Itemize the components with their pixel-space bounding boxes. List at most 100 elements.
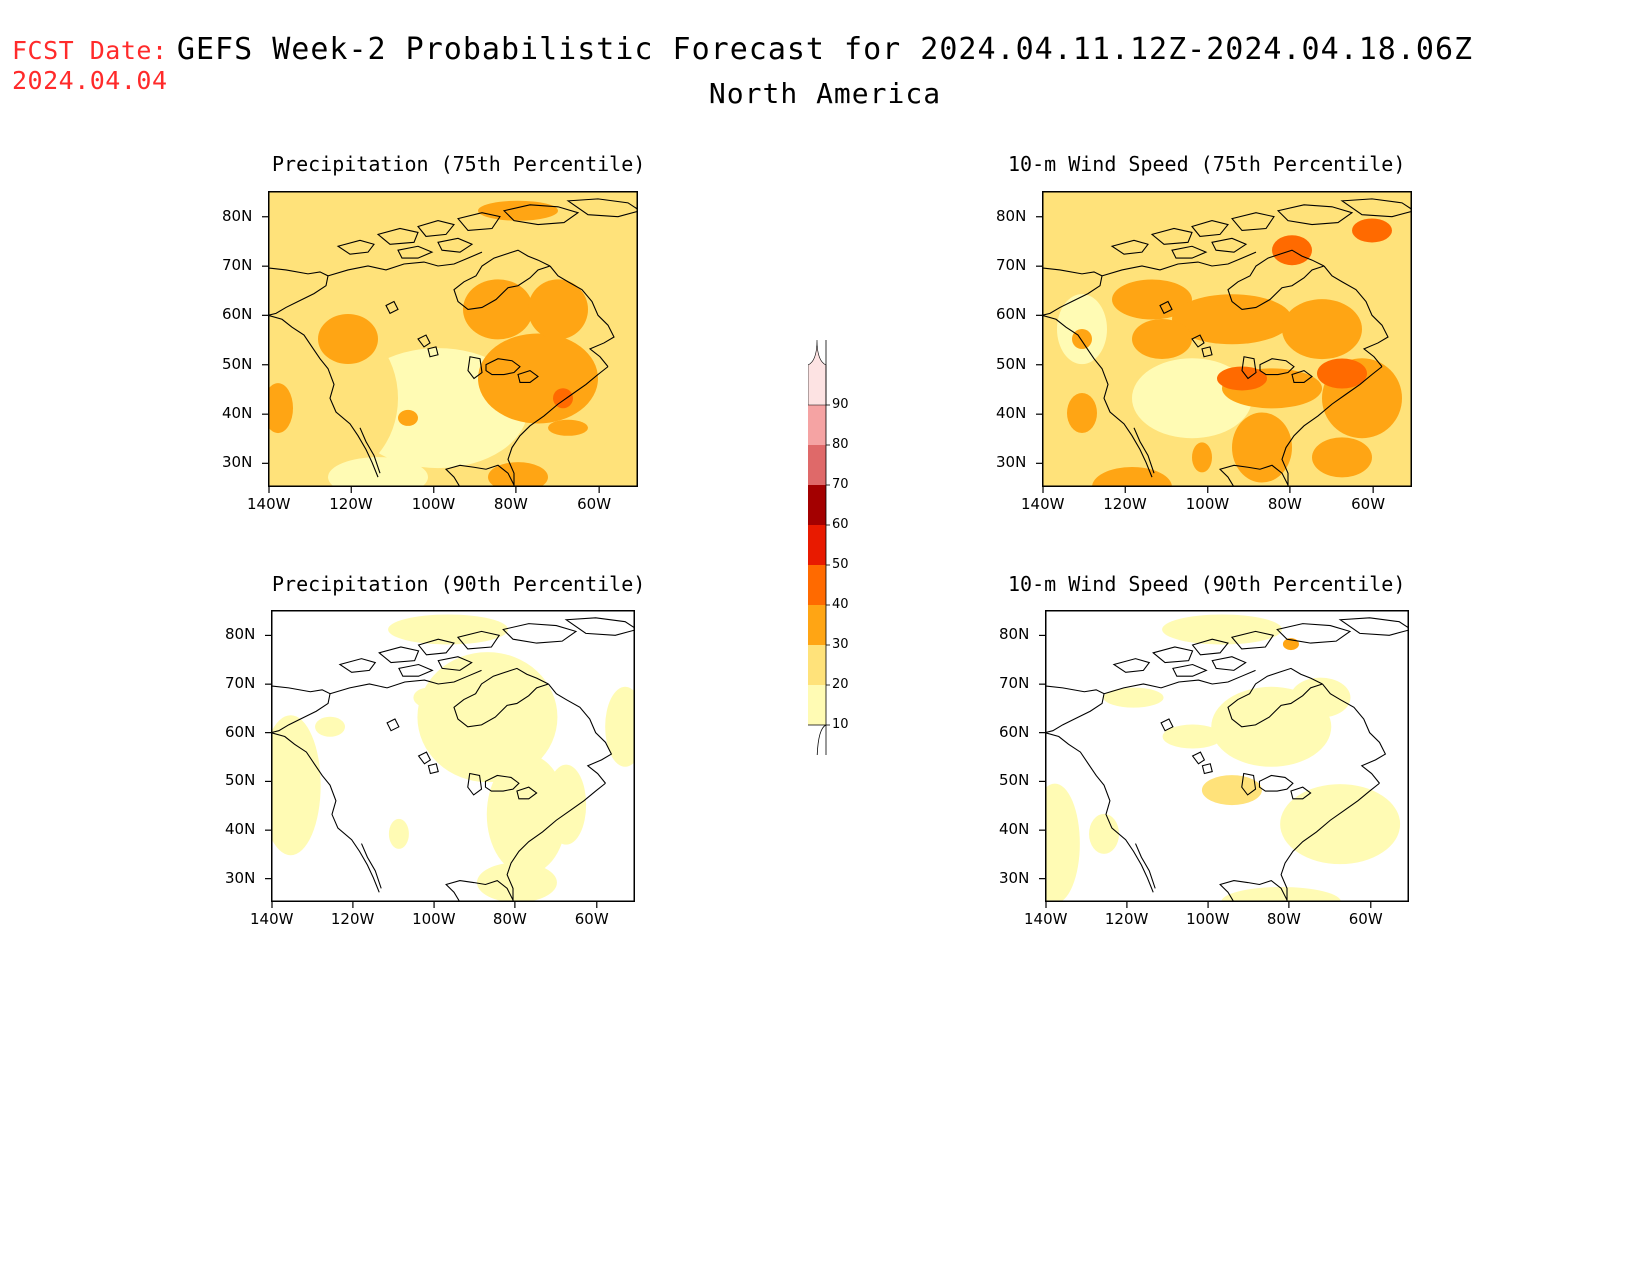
coastline	[1045, 732, 1154, 893]
coastline	[1042, 267, 1103, 316]
panel-title-wind90: 10-m Wind Speed (90th Percentile)	[1008, 572, 1406, 596]
colorbar-under-arrow	[808, 724, 827, 766]
coastline	[453, 249, 551, 310]
fcst-date-block: FCST Date: 2024.04.04	[12, 36, 168, 96]
fcst-date-label: FCST Date:	[12, 36, 168, 65]
lon-label: 120W	[329, 495, 373, 513]
coastline	[1152, 646, 1194, 664]
coastline	[386, 718, 400, 732]
lat-label: 30N	[999, 868, 1030, 887]
coastline	[376, 227, 419, 245]
shading-region	[553, 388, 573, 409]
lat-label: 80N	[996, 206, 1027, 225]
coastline	[1191, 638, 1229, 656]
coastline	[485, 358, 521, 376]
lon-label: 120W	[1103, 495, 1147, 513]
coastline	[1231, 212, 1275, 232]
shading-region	[1201, 775, 1262, 806]
lon-label: 120W	[1104, 910, 1149, 928]
lon-label: 100W	[411, 495, 456, 513]
coastline	[1276, 204, 1354, 226]
coastline	[517, 369, 539, 383]
lat-label: 30N	[222, 453, 253, 472]
coastline	[338, 658, 377, 673]
colorbar-swatch	[808, 485, 826, 525]
coastline	[1340, 198, 1412, 218]
coastline	[417, 751, 432, 765]
colorbar-label: 80	[832, 437, 849, 452]
coastline	[417, 638, 455, 656]
coastline	[1241, 772, 1257, 796]
coastline	[268, 267, 329, 316]
coastline	[1230, 630, 1275, 650]
lat-label: 30N	[225, 868, 256, 887]
shading-region	[268, 383, 293, 434]
panel-title-precip90: Precipitation (90th Percentile)	[272, 572, 646, 596]
coastline	[1045, 685, 1105, 734]
coastline	[329, 669, 482, 695]
shading-region	[546, 764, 587, 845]
shading-region	[605, 686, 635, 767]
coastline	[1290, 786, 1312, 800]
shading-region	[1089, 813, 1120, 854]
lon-label: 60W	[1348, 910, 1383, 928]
coastline	[1291, 369, 1313, 383]
coastline	[507, 366, 609, 487]
coastline	[1150, 227, 1193, 245]
colorbar-label: 70	[832, 477, 849, 492]
map-frame	[268, 191, 638, 487]
shading-region	[463, 279, 533, 340]
map-panel-wind90: 80N 70N 60N 50N 40N 30N 140W 120W 100W 80W 60W	[999, 610, 1409, 928]
coastline	[1159, 300, 1173, 315]
page-subtitle: North America	[708, 77, 942, 110]
shading-region	[488, 462, 548, 487]
coastline	[359, 427, 381, 474]
colorbar-swatch	[808, 565, 826, 605]
coastline	[467, 772, 483, 796]
coastline	[1227, 249, 1325, 310]
shading-region	[1045, 783, 1080, 902]
shading-region	[1282, 299, 1362, 360]
lat-label: 40N	[222, 404, 253, 423]
coastline	[268, 314, 379, 478]
lon-label: 80W	[1267, 495, 1302, 513]
colorbar-label: 50	[832, 557, 849, 572]
shading-region	[1217, 366, 1267, 391]
coastline	[398, 663, 434, 677]
colorbar-swatch	[808, 645, 826, 685]
colorbar-swatch	[808, 605, 826, 645]
lon-label: 100W	[1185, 495, 1230, 513]
coastline	[502, 623, 578, 644]
map-canvas	[262, 191, 638, 493]
shading-region	[1162, 614, 1283, 645]
lon-label: 120W	[330, 910, 375, 928]
lat-label: 70N	[999, 674, 1030, 693]
coastline	[1259, 358, 1295, 376]
colorbar-swatch	[807, 339, 827, 406]
coastline	[361, 843, 382, 889]
lat-label: 60N	[999, 722, 1030, 741]
lat-label: 60N	[996, 305, 1027, 324]
lat-label: 70N	[222, 256, 253, 275]
coastline	[1219, 879, 1288, 902]
shading-region	[1232, 412, 1292, 483]
coastline	[1135, 843, 1156, 889]
coastline	[1112, 658, 1151, 673]
coastline	[1101, 251, 1257, 277]
coastline	[1103, 669, 1256, 695]
shading-region	[388, 614, 509, 645]
shading-region	[486, 754, 567, 875]
shading-region	[1312, 437, 1372, 478]
lat-label: 40N	[225, 820, 256, 839]
shading-region	[318, 314, 378, 364]
coastline	[502, 204, 580, 226]
coastline	[516, 786, 538, 800]
coastline	[566, 198, 638, 218]
shading-region	[398, 409, 418, 426]
coastline	[385, 300, 399, 315]
colorbar-label: 20	[832, 677, 849, 692]
colorbar-swatch	[808, 685, 826, 725]
shading-region	[476, 862, 557, 902]
lat-label: 70N	[996, 256, 1027, 275]
coastline	[1191, 751, 1206, 765]
